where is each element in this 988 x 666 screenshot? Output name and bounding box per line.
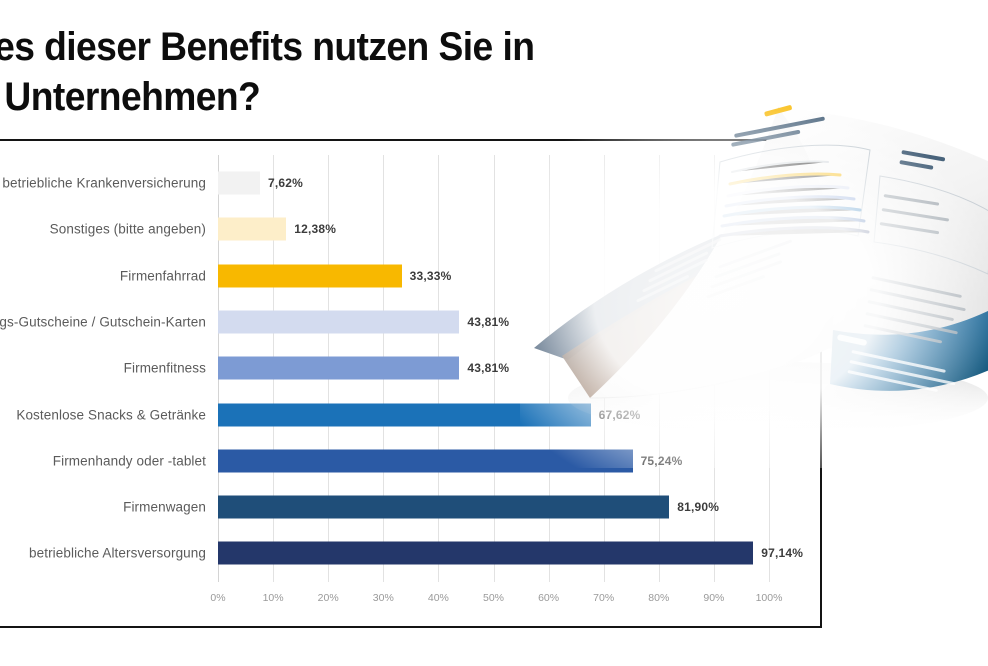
category-label: Firmenfahrrad	[119, 268, 206, 284]
category-label: Sonstiges (bitte angeben)	[49, 221, 206, 237]
category-label: Kostenlose Snacks & Getränke	[16, 407, 206, 422]
value-label: 33,33%	[409, 268, 452, 283]
x-tick-label: 10%	[262, 592, 284, 604]
bar-row: betriebliche Altersversorgung 97,14%	[0, 530, 820, 576]
brochure-right-content	[863, 150, 988, 344]
x-tick-label: 70%	[593, 592, 615, 604]
x-tick-label: 50%	[482, 592, 505, 604]
x-tick-label: 90%	[703, 592, 725, 604]
category-label: betriebliche Krankenversicherung	[2, 175, 206, 191]
bar-row: ugs-Gutscheine / Gutschein-Karten 43,81%	[0, 299, 820, 345]
value-label: 43,81%	[467, 314, 510, 329]
gridline-50	[493, 155, 495, 582]
bar	[218, 217, 287, 241]
x-tick-label: 40%	[427, 592, 449, 604]
bar-row: Firmenwagen 81,90%	[0, 484, 820, 530]
bar	[218, 264, 402, 288]
x-tick-label: 80%	[648, 592, 670, 604]
category-label: betriebliche Altersversorgung	[29, 545, 206, 561]
bar-row: Firmenfahrrad 33,33%	[0, 253, 820, 299]
bar-chart: betriebliche Krankenversicherung 7,62% Son…	[0, 141, 820, 626]
bar	[218, 449, 633, 473]
value-label: 67,62%	[598, 407, 641, 422]
value-label: 97,14%	[761, 546, 804, 561]
bar	[218, 171, 260, 195]
bar-row: betriebliche Krankenversicherung 7,62%	[0, 160, 820, 206]
x-tick-label: 100%	[755, 592, 783, 604]
x-tick-label: 60%	[538, 592, 560, 604]
bar	[218, 310, 460, 334]
bar-row: Sonstiges (bitte angeben) 12,38%	[0, 206, 820, 252]
category-label: Firmenhandy oder -tablet	[52, 453, 206, 469]
value-label: 7,62%	[267, 176, 304, 190]
chart-frame: betriebliche Krankenversicherung 7,62% Son…	[0, 139, 822, 628]
category-label: ugs-Gutscheine / Gutschein-Karten	[0, 314, 206, 330]
category-label: Firmenwagen	[123, 499, 206, 515]
brochure-footer-text	[847, 350, 956, 392]
value-label: 81,90%	[677, 500, 720, 515]
x-tick-label: 30%	[372, 592, 394, 604]
x-tick-label: 20%	[317, 592, 339, 604]
x-tick-label: 0%	[210, 592, 226, 604]
bar	[218, 495, 670, 519]
brochure-footer-band	[830, 310, 988, 391]
bar	[218, 356, 460, 380]
bar-row: Firmenfitness 43,81%	[0, 345, 820, 391]
bar	[218, 403, 591, 426]
value-label: 75,24%	[640, 453, 683, 468]
page-title: lches dieser Benefits nutzen Sie in em U…	[0, 25, 535, 119]
bar-row: Kostenlose Snacks & Getränke 67,62%	[0, 392, 820, 438]
category-label: Firmenfitness	[123, 360, 206, 376]
brochure-accent-mark	[764, 105, 792, 117]
brochure-brand-logo	[837, 334, 867, 346]
value-label: 12,38%	[294, 222, 337, 237]
bar	[218, 541, 754, 565]
bar-row: Firmenhandy oder -tablet 75,24%	[0, 438, 820, 484]
value-label: 43,81%	[467, 361, 510, 376]
